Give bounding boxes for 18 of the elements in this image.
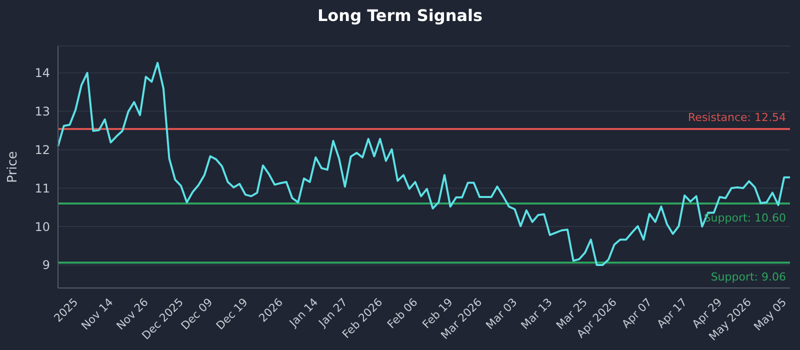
x-tick-label: Mar 13 xyxy=(518,296,555,332)
y-tick-label: 11 xyxy=(34,181,50,196)
y-tick-label: 9 xyxy=(42,258,50,272)
y-tick-label: 14 xyxy=(34,66,50,80)
chart-title: Long Term Signals xyxy=(316,5,484,27)
y-axis-title: Price xyxy=(6,151,21,183)
x-tick-label: Dec 19 xyxy=(214,296,250,332)
y-tick-label: 10 xyxy=(34,220,50,234)
x-tick-label: Apr 17 xyxy=(654,296,690,331)
x-tick-label: Nov 14 xyxy=(78,296,116,333)
x-tick-label: Feb 06 xyxy=(384,296,420,332)
y-tick-label: 12 xyxy=(34,142,50,157)
x-tick-label: Mar 03 xyxy=(483,296,520,332)
y-tick-label: 13 xyxy=(34,104,50,119)
ref-line-label: Resistance: 12.54 xyxy=(688,110,786,124)
ref-line-label: Support: 9.06 xyxy=(710,270,786,284)
x-tick-label: Apr 07 xyxy=(619,296,654,331)
line-series xyxy=(57,62,791,266)
